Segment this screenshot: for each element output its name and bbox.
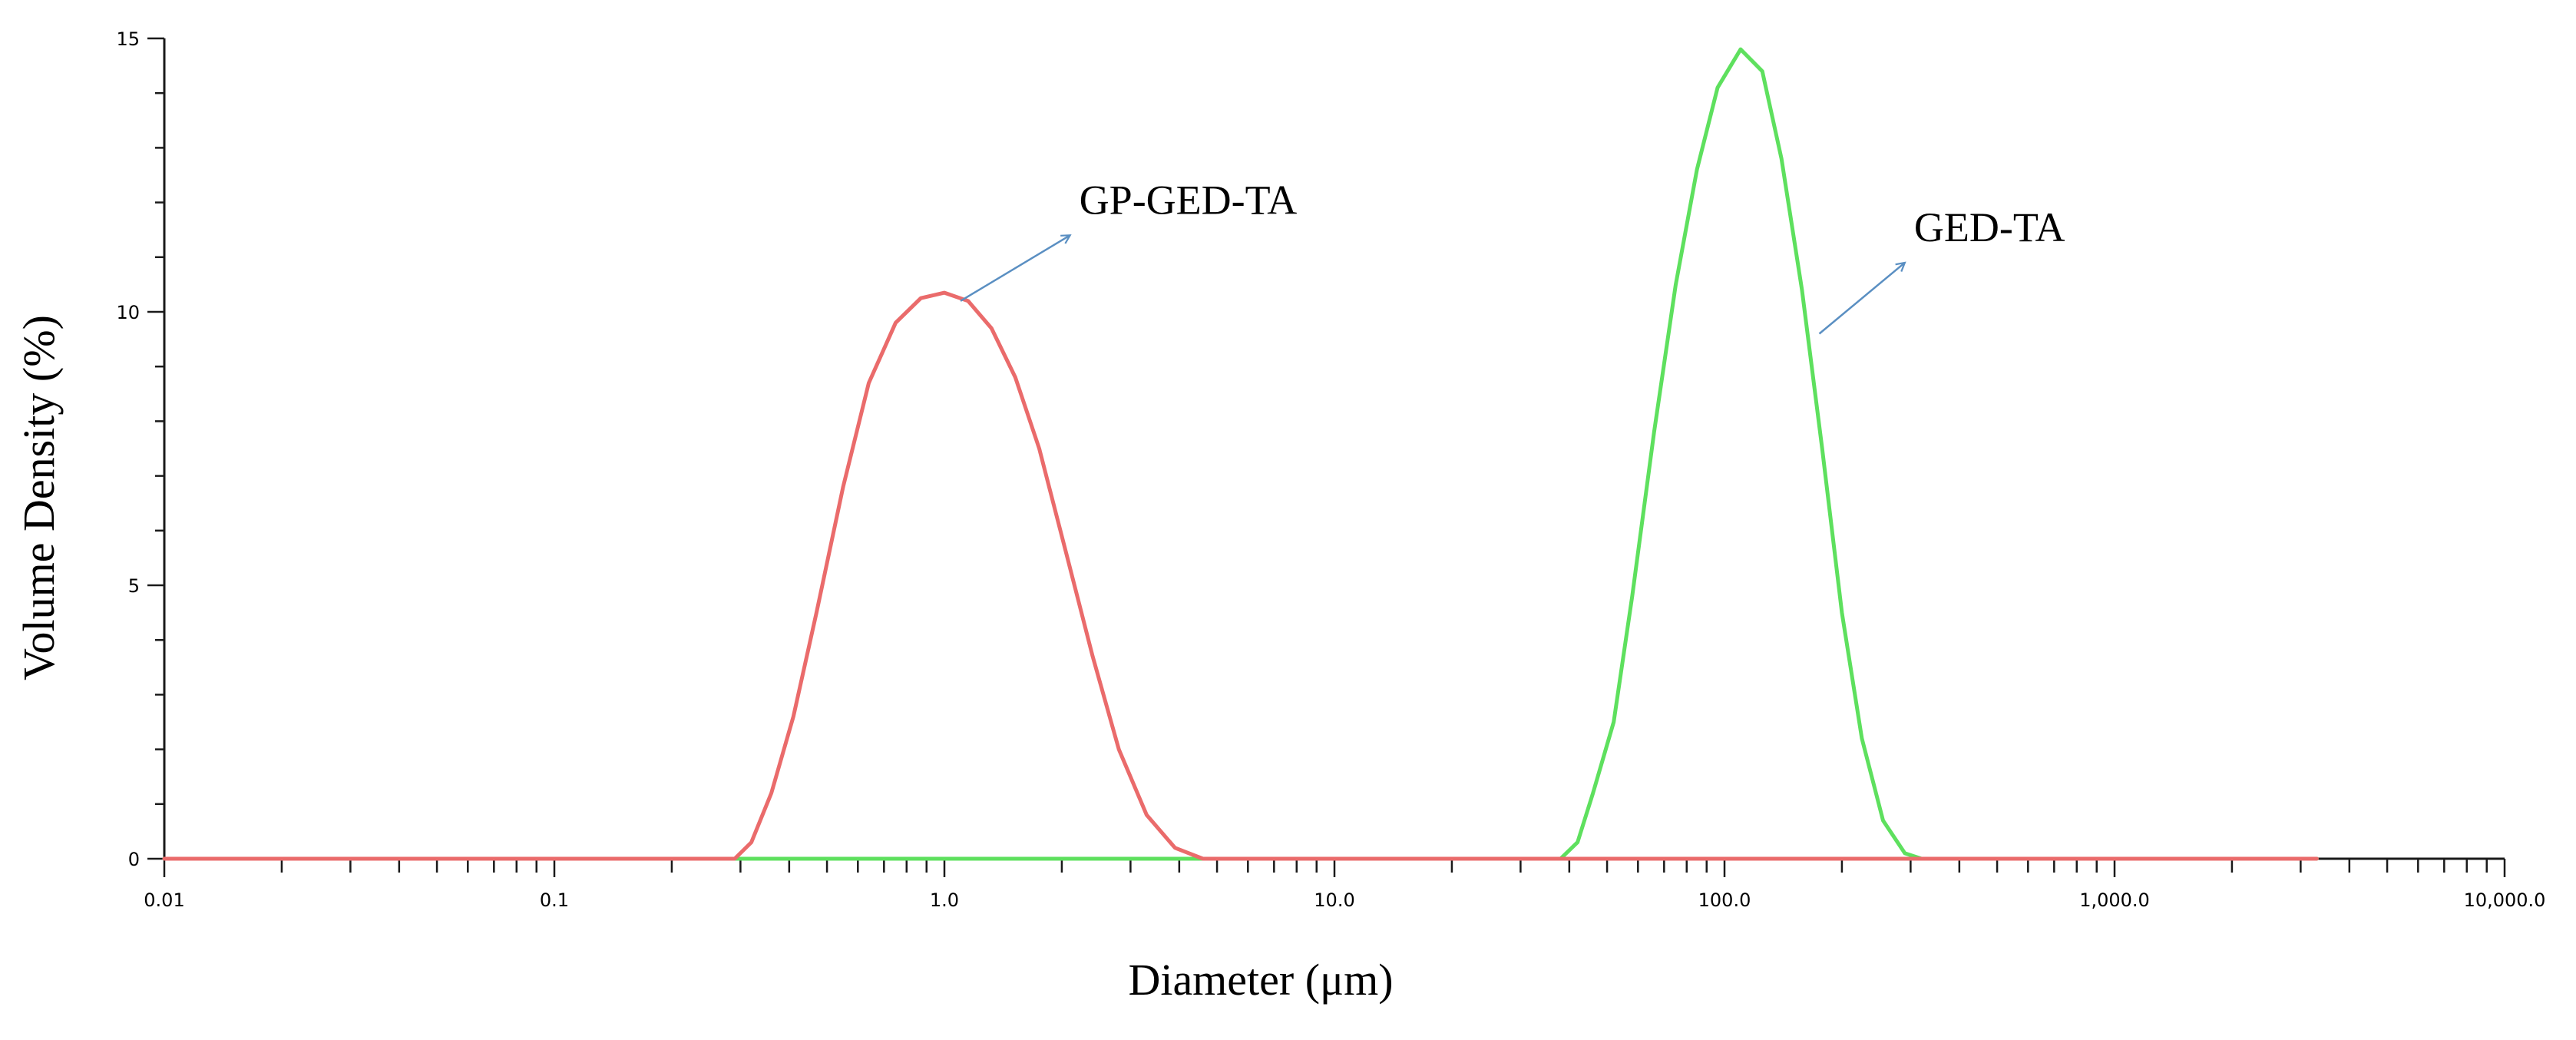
y-tick-label: 0: [128, 849, 140, 870]
y-axis-ticks: 0 5 10 15: [116, 28, 164, 870]
x-tick-label: 0.1: [540, 889, 569, 911]
x-axis-title: Diameter (μm): [1128, 955, 1393, 1005]
x-tick-label: 1.0: [930, 889, 959, 911]
y-tick-label: 15: [116, 28, 140, 50]
data-series: [162, 47, 2319, 861]
annotation-label: GP-GED-TA: [1080, 177, 1298, 223]
y-axis-title: Volume Density (%): [14, 315, 64, 681]
annotation-arrow: [960, 235, 1070, 302]
y-tick-label: 5: [128, 575, 140, 597]
series-line-ged-ta: [162, 47, 2319, 861]
x-tick-label: 0.01: [144, 889, 184, 911]
annotation-label: GED-TA: [1914, 204, 2065, 250]
x-tick-label: 10.0: [1314, 889, 1354, 911]
annotations: GP-GED-TA GED-TA: [960, 177, 2065, 335]
x-axis-ticks: 0.01 0.1 1.0 10.0 100.0 1,000.0 10,000.0: [144, 859, 2545, 911]
axes: [163, 38, 2505, 860]
x-tick-label: 10,000.0: [2464, 889, 2546, 911]
y-tick-label: 10: [116, 302, 140, 323]
series-line-gp-ged-ta: [162, 290, 2319, 861]
annotation-arrow: [1818, 263, 1904, 335]
x-tick-label: 100.0: [1698, 889, 1751, 911]
x-tick-label: 1,000.0: [2079, 889, 2150, 911]
